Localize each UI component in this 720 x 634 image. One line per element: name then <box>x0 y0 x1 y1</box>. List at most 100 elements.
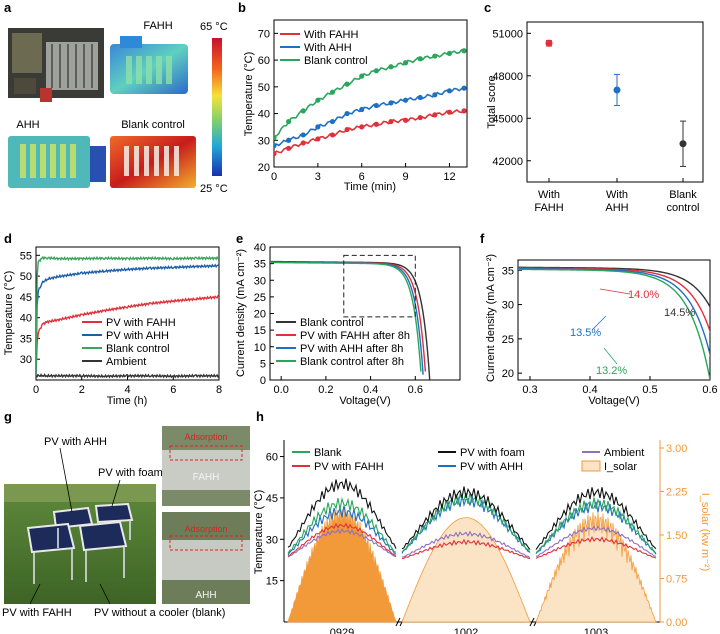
ytick-label-e: 10 <box>254 342 266 354</box>
pointer-ahh-photo <box>59 447 73 513</box>
point-b <box>417 56 423 62</box>
ytick-label-f: 35 <box>502 265 514 277</box>
y2tick-label-h: 2.25 <box>666 487 687 499</box>
ytick-label-b: 70 <box>258 28 270 40</box>
point-c <box>679 140 687 148</box>
point-b <box>417 94 423 101</box>
y2label-h: I_solar (kw m⁻²) <box>699 493 711 572</box>
xtick-label-f: 0.3 <box>522 384 537 396</box>
ytick-label-e: 40 <box>254 242 266 254</box>
point-b <box>461 85 467 91</box>
series-line-d-2 <box>36 255 219 375</box>
legend-label-d: PV with FAHH <box>106 317 176 329</box>
ytick-label-b: 40 <box>258 109 270 121</box>
point-b <box>388 64 394 70</box>
ylabel-c: Total score <box>486 75 498 128</box>
xtick-label-b: 6 <box>359 171 365 183</box>
ytick-label-d: 35 <box>20 333 32 345</box>
ytick-label-d: 45 <box>20 292 32 304</box>
xtick-label-d: 8 <box>216 384 222 396</box>
ticks-f: 0.3 0.4 0.5 0.6 20 25 30 35 <box>502 265 718 396</box>
legend-label-e: Blank control after 8h <box>300 356 404 368</box>
panel-letter-e: e <box>236 231 243 246</box>
annotation-fahh-eff: 14.0% <box>628 289 659 301</box>
point-b <box>388 100 394 106</box>
xlabel-b: Time (min) <box>344 181 396 193</box>
panel-b: 0 3 6 9 12 20 30 40 50 60 70 Time (min) Temperatur… <box>243 19 468 193</box>
inset-red-label-fahh: Adsorption <box>184 432 227 442</box>
label-blank-control: Blank control <box>121 119 185 131</box>
legend-swatch-h-solar <box>581 460 601 472</box>
ylabel-e: Current density (mA cm⁻²) <box>235 249 247 377</box>
series-line-h-foam <box>401 486 531 550</box>
legend-label-h: Ambient <box>604 447 644 459</box>
point-b <box>373 68 379 74</box>
ytick-label-c: 45000 <box>492 113 523 125</box>
legend-label-h: PV with FAHH <box>314 461 384 473</box>
xtick-label-e: 0.4 <box>363 384 378 396</box>
ytick-label-f: 20 <box>502 368 514 380</box>
axis-break-h <box>529 617 535 627</box>
ticks-d: 0 2 4 6 8 30 35 40 45 50 55 <box>20 250 222 396</box>
ylabel-d: Temperature (°C) <box>3 271 15 355</box>
point-b <box>300 108 306 114</box>
point-b <box>373 102 379 109</box>
ytick-label-e: 25 <box>254 292 266 304</box>
legend-label-d: PV with AHH <box>106 330 169 342</box>
ytick-label-d: 50 <box>20 271 32 283</box>
label-pv-with-foam: PV with foam <box>98 467 163 479</box>
pv-modules <box>26 502 134 584</box>
xlabel-d: Time (h) <box>107 395 148 407</box>
thermal-image-fahh <box>110 36 188 94</box>
ytick-label-e: 20 <box>254 309 266 321</box>
inset-label-fahh: FAHH <box>193 472 220 483</box>
point-b <box>315 136 321 142</box>
point-b <box>446 88 453 94</box>
panel-letter-b: b <box>238 0 246 15</box>
panel-h: 15 30 45 60 0.00 0.75 1.50 2.25 3.00 0929 1002 1003… <box>253 440 711 634</box>
ytick-label-c: 48000 <box>492 71 523 83</box>
point-c <box>545 39 553 47</box>
point-b <box>359 73 365 79</box>
circuit-board-photo <box>8 28 104 102</box>
inset-photo-ahh: Adsorption AHH <box>162 512 250 604</box>
colorbar <box>212 38 222 176</box>
axis-break-h <box>395 617 401 627</box>
point-b <box>300 140 306 146</box>
point-c <box>613 86 621 94</box>
series-line-h-ambient <box>535 525 657 557</box>
ytick-label-e: 30 <box>254 275 266 287</box>
ylabel-b: Temperature (°C) <box>243 52 255 136</box>
axes-frame-c <box>526 21 704 183</box>
legend-label-d: Blank control <box>106 343 170 355</box>
series-line-h-blank <box>535 497 657 554</box>
thermal-image-ahh <box>8 136 106 188</box>
y2tick-label-h: 0.75 <box>666 574 687 586</box>
point-b <box>373 121 379 127</box>
xlabel-e: Voltage(V) <box>339 395 390 407</box>
label-pv-with-ahh: PV with AHH <box>44 436 107 448</box>
series-line-d-1 <box>36 263 219 375</box>
axes-frame-f <box>517 259 711 381</box>
point-b <box>432 53 438 59</box>
panel-f: 0.3 0.4 0.5 0.6 20 25 30 35 Voltage(V) Current … <box>485 254 718 407</box>
series-line-h-fahh <box>287 522 397 557</box>
xtick-label-b: 3 <box>315 171 321 183</box>
point-b <box>461 48 467 54</box>
ytick-label-d: 40 <box>20 313 32 325</box>
annotation-blank8h-eff: 13.2% <box>596 365 627 377</box>
xtick-label-b: 12 <box>443 171 455 183</box>
xtick-label-c: Blank <box>669 189 697 201</box>
panel-letter-a: a <box>4 0 12 15</box>
solar-area-1002 <box>401 517 531 623</box>
xtick-label-b: 9 <box>403 171 409 183</box>
point-b <box>402 60 409 66</box>
pointer-blank8h <box>603 347 618 365</box>
point-b <box>329 118 336 125</box>
legend-label-h: PV with foam <box>460 447 525 459</box>
point-b <box>446 109 453 115</box>
